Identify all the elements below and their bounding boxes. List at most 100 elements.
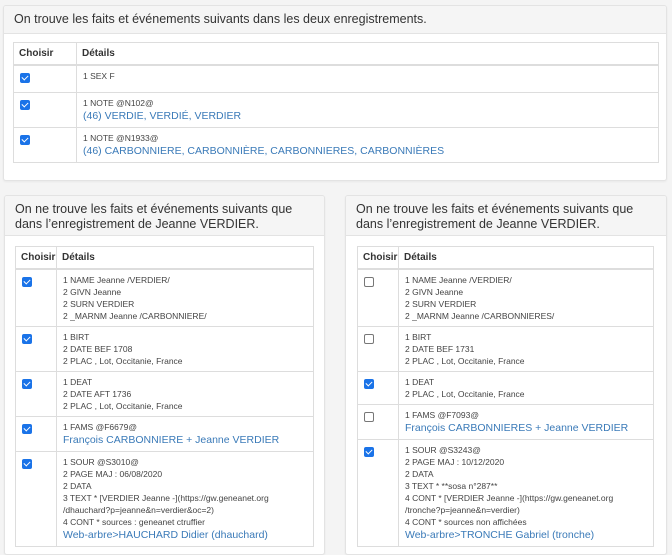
gedcom-line: /tronche?p=jeanne&n=verdier): [405, 505, 520, 515]
select-checkbox[interactable]: [20, 100, 30, 110]
gedcom-line: 2 _MARNM Jeanne /CARBONNIERE/: [63, 311, 207, 321]
details-cell: 1 NOTE @N1933@ (46) CARBONNIERE, CARBONNI…: [76, 127, 659, 163]
choose-header: Choisir: [15, 246, 57, 270]
select-checkbox[interactable]: [22, 379, 32, 389]
table-row: 1 FAMS @F7093@ François CARBONNIERES + Je…: [357, 404, 654, 440]
table-row: 1 FAMS @F6679@ François CARBONNIERE + Jea…: [15, 416, 314, 452]
right-only-panel: On ne trouve les faits et événements sui…: [345, 195, 667, 555]
gedcom-line: 1 NAME Jeanne /VERDIER/: [63, 275, 170, 285]
choose-cell: [15, 268, 57, 327]
choose-cell: [13, 127, 77, 163]
gedcom-line: 2 GIVN Jeanne: [405, 287, 464, 297]
record-link[interactable]: François CARBONNIERE + Jeanne VERDIER: [63, 434, 280, 446]
gedcom-line: 1 SOUR @S3243@: [405, 445, 481, 455]
gedcom-line: 2 DATA: [405, 469, 434, 479]
select-checkbox[interactable]: [364, 447, 374, 457]
select-checkbox[interactable]: [364, 412, 374, 422]
gedcom-line: 2 _MARNM Jeanne /CARBONNIERES/: [405, 311, 555, 321]
gedcom-line: 2 SURN VERDIER: [63, 299, 135, 309]
details-cell: 1 NOTE @N102@ (46) VERDIE, VERDIÉ, VERDIE…: [76, 92, 659, 128]
gedcom-line: 2 DATE AFT 1736: [63, 389, 132, 399]
gedcom-line: 2 DATE BEF 1731: [405, 344, 475, 354]
gedcom-line: 3 TEXT * [VERDIER Jeanne -](https://gw.g…: [63, 493, 269, 503]
record-link[interactable]: Web-arbre>TRONCHE Gabriel (tronche): [405, 529, 595, 541]
details-cell: 1 FAMS @F7093@ François CARBONNIERES + Je…: [398, 404, 654, 440]
table-row: 1 NOTE @N1933@ (46) CARBONNIERE, CARBONNI…: [13, 127, 659, 163]
right-only-title: On ne trouve les faits et événements sui…: [346, 196, 666, 236]
record-link[interactable]: Web-arbre>HAUCHARD Didier (dhauchard): [63, 529, 268, 541]
gedcom-line: 2 PLAC , Lot, Occitanie, France: [405, 389, 525, 399]
gedcom-line: 1 BIRT: [405, 332, 432, 342]
gedcom-line: 4 CONT * sources : geneanet ctruffier: [63, 517, 205, 527]
choose-cell: [357, 404, 399, 440]
gedcom-line: 1 SEX F: [83, 71, 115, 81]
gedcom-line: 3 TEXT * **sosa n°287**: [405, 481, 498, 491]
choose-cell: [15, 326, 57, 372]
choose-cell: [357, 371, 399, 405]
left-only-title: On ne trouve les faits et événements sui…: [5, 196, 324, 236]
gedcom-line: 1 FAMS @F7093@: [405, 410, 479, 420]
details-header: Détails: [56, 246, 314, 270]
gedcom-line: 1 DEAT: [405, 377, 435, 387]
select-checkbox[interactable]: [22, 334, 32, 344]
choose-header: Choisir: [13, 42, 77, 66]
choose-header: Choisir: [357, 246, 399, 270]
gedcom-line: 2 GIVN Jeanne: [63, 287, 122, 297]
details-cell: 1 DEAT 2 PLAC , Lot, Occitanie, France: [398, 371, 654, 405]
details-cell: 1 SEX F: [76, 64, 659, 93]
table-row: 1 SOUR @S3243@ 2 PAGE MAJ : 10/12/2020 2 D…: [357, 439, 654, 547]
details-cell: 1 NAME Jeanne /VERDIER/2 GIVN Jeanne 2 SU…: [56, 268, 314, 327]
record-link[interactable]: François CARBONNIERES + Jeanne VERDIER: [405, 422, 629, 434]
table-row: 1 SOUR @S3010@ 2 PAGE MAJ : 06/08/2020 2 D…: [15, 451, 314, 547]
choose-cell: [13, 64, 77, 93]
gedcom-line: 2 DATE BEF 1708: [63, 344, 133, 354]
gedcom-line: 2 DATA: [63, 481, 92, 491]
choose-cell: [13, 92, 77, 128]
choose-cell: [15, 416, 57, 452]
select-checkbox[interactable]: [364, 379, 374, 389]
select-checkbox[interactable]: [364, 334, 374, 344]
table-row: 1 NAME Jeanne /VERDIER/2 GIVN Jeanne 2 SU…: [357, 268, 654, 327]
gedcom-line: 1 FAMS @F6679@: [63, 422, 137, 432]
table-row: 1 DEAT 2 PLAC , Lot, Occitanie, France: [357, 371, 654, 405]
gedcom-line: 2 PLAC , Lot, Occitanie, France: [405, 356, 525, 366]
record-link[interactable]: (46) CARBONNIERE, CARBONNIÈRE, CARBONNIE…: [83, 145, 445, 157]
details-header: Détails: [76, 42, 659, 66]
select-checkbox[interactable]: [20, 135, 30, 145]
table-row: 1 BIRT 2 DATE BEF 1731 2 PLAC , Lot, Occit…: [357, 326, 654, 372]
gedcom-line: 4 CONT * sources non affichées: [405, 517, 527, 527]
select-checkbox[interactable]: [364, 277, 374, 287]
choose-cell: [357, 326, 399, 372]
details-cell: 1 BIRT 2 DATE BEF 1731 2 PLAC , Lot, Occit…: [398, 326, 654, 372]
gedcom-line: 2 SURN VERDIER: [405, 299, 477, 309]
details-cell: 1 SOUR @S3243@ 2 PAGE MAJ : 10/12/2020 2 D…: [398, 439, 654, 547]
record-link[interactable]: (46) VERDIE, VERDIÉ, VERDIER: [83, 110, 242, 122]
table-row: 1 SEX F: [13, 64, 659, 93]
details-header: Détails: [398, 246, 654, 270]
details-cell: 1 BIRT 2 DATE BEF 1708 2 PLAC , Lot, Occit…: [56, 326, 314, 372]
choose-cell: [15, 451, 57, 547]
gedcom-line: 1 NOTE @N102@: [83, 98, 154, 108]
left-only-table: Choisir Détails 1 NAME Jeanne /VERDIER/2 …: [15, 246, 314, 547]
gedcom-line: 2 PLAC , Lot, Occitanie, France: [63, 356, 183, 366]
gedcom-line: 2 PAGE MAJ : 06/08/2020: [63, 469, 163, 479]
common-facts-title: On trouve les faits et événements suivan…: [4, 6, 666, 34]
gedcom-line: 2 PLAC , Lot, Occitanie, France: [63, 401, 183, 411]
details-cell: 1 DEAT 2 DATE AFT 1736 2 PLAC , Lot, Occit…: [56, 371, 314, 417]
choose-cell: [15, 371, 57, 417]
gedcom-line: /dhauchard?p=jeanne&n=verdier&oc=2): [63, 505, 214, 515]
gedcom-line: 1 DEAT: [63, 377, 93, 387]
gedcom-line: 1 BIRT: [63, 332, 90, 342]
select-checkbox[interactable]: [22, 459, 32, 469]
gedcom-line: 4 CONT * [VERDIER Jeanne -](https://gw.g…: [405, 493, 614, 503]
details-cell: 1 NAME Jeanne /VERDIER/2 GIVN Jeanne 2 SU…: [398, 268, 654, 327]
choose-cell: [357, 268, 399, 327]
details-cell: 1 FAMS @F6679@ François CARBONNIERE + Jea…: [56, 416, 314, 452]
table-row: 1 DEAT 2 DATE AFT 1736 2 PLAC , Lot, Occit…: [15, 371, 314, 417]
select-checkbox[interactable]: [22, 277, 32, 287]
table-row: 1 BIRT 2 DATE BEF 1708 2 PLAC , Lot, Occit…: [15, 326, 314, 372]
gedcom-line: 1 SOUR @S3010@: [63, 457, 139, 467]
gedcom-line: 1 NAME Jeanne /VERDIER/: [405, 275, 512, 285]
select-checkbox[interactable]: [20, 73, 30, 83]
select-checkbox[interactable]: [22, 424, 32, 434]
